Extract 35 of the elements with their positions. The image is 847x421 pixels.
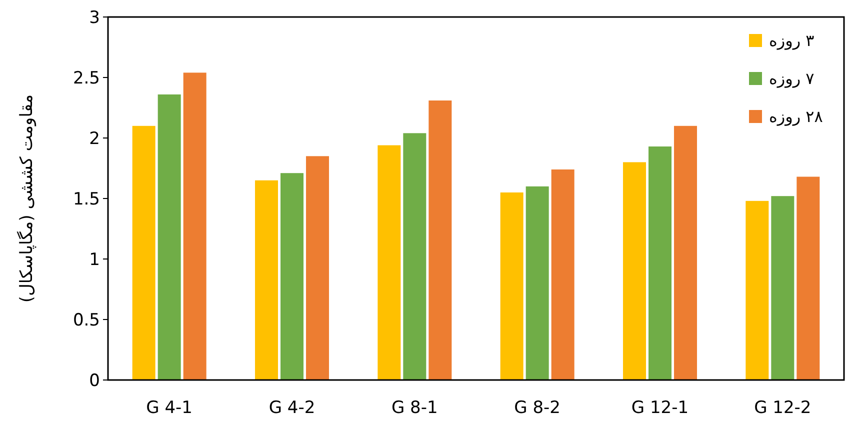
bar bbox=[674, 126, 697, 380]
bar bbox=[306, 156, 329, 380]
bar bbox=[132, 126, 156, 380]
bar bbox=[255, 180, 278, 380]
x-tick-label: G 8-1 bbox=[391, 398, 438, 418]
bar bbox=[428, 100, 452, 380]
legend-label: ۳ روزه bbox=[769, 31, 815, 50]
legend-label: ۲۸ روزه bbox=[769, 107, 824, 126]
bar bbox=[280, 173, 304, 380]
y-tick-label: 1 bbox=[89, 250, 100, 270]
x-tick-label: G 12-1 bbox=[631, 398, 689, 418]
y-tick-label: 3 bbox=[89, 8, 100, 28]
bar bbox=[526, 186, 549, 380]
y-tick-label: 2.5 bbox=[72, 68, 100, 88]
legend-label: ۷ روزه bbox=[769, 69, 815, 88]
bar bbox=[746, 200, 769, 380]
bar bbox=[183, 72, 206, 380]
y-tick-label: 0 bbox=[89, 371, 100, 391]
bar bbox=[403, 133, 426, 380]
x-tick-label: G 8-2 bbox=[514, 398, 561, 418]
y-tick-label: 1.5 bbox=[72, 190, 100, 210]
bar bbox=[378, 145, 401, 380]
bar bbox=[796, 176, 820, 380]
bar bbox=[648, 146, 672, 380]
bar bbox=[500, 192, 524, 380]
bar bbox=[771, 196, 794, 380]
bar bbox=[623, 162, 646, 380]
x-tick-label: G 4-2 bbox=[268, 398, 316, 418]
y-tick-label: 2 bbox=[89, 129, 100, 149]
bar bbox=[551, 169, 574, 380]
bar bbox=[158, 94, 181, 380]
y-axis-title: مقاومت کششی (مگاپاسکال) bbox=[16, 94, 37, 303]
x-tick-label: G 4-1 bbox=[146, 398, 193, 418]
x-tick-label: G 12-2 bbox=[754, 398, 812, 418]
y-tick-label: 0.5 bbox=[72, 310, 100, 330]
